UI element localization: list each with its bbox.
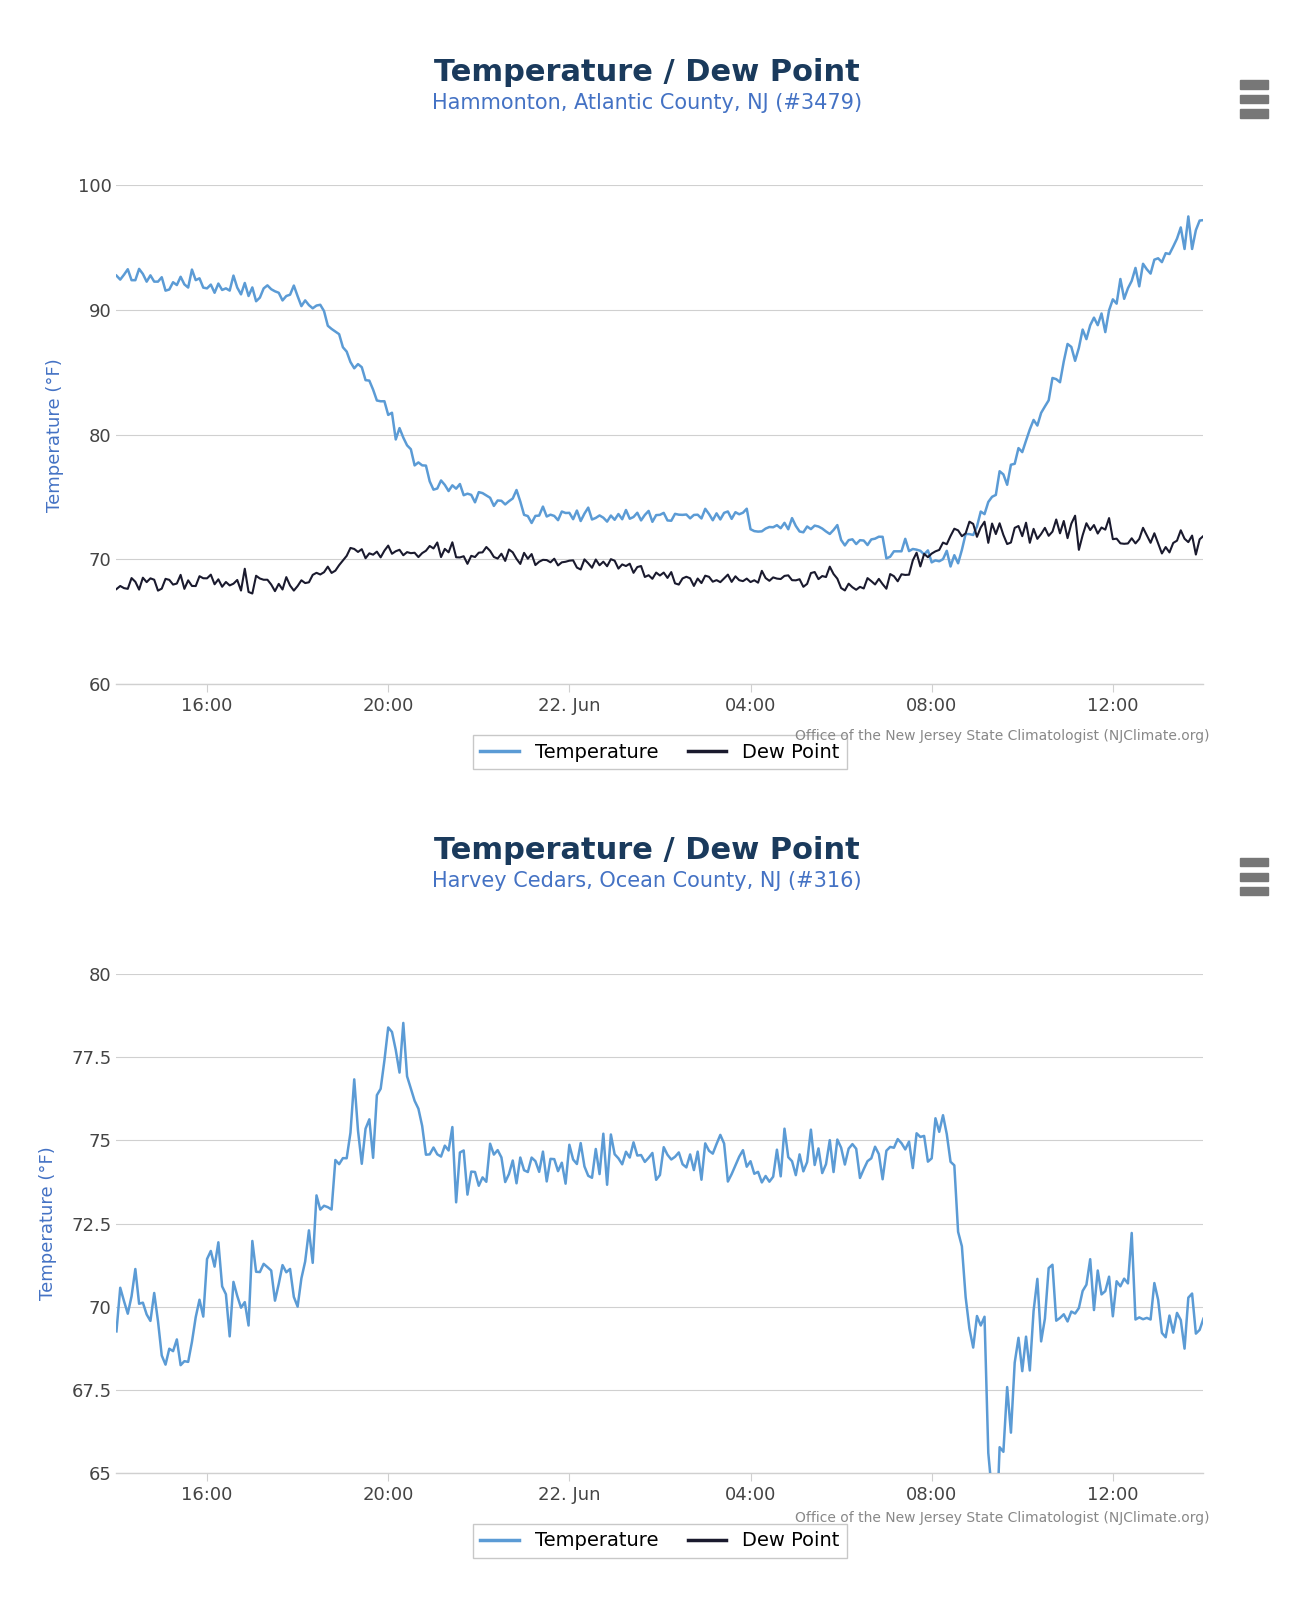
Legend: Temperature, Dew Point: Temperature, Dew Point	[472, 1523, 848, 1558]
Legend: Temperature, Dew Point: Temperature, Dew Point	[472, 734, 848, 770]
Y-axis label: Temperature (°F): Temperature (°F)	[39, 1146, 57, 1301]
Text: Office of the New Jersey State Climatologist (NJClimate.org): Office of the New Jersey State Climatolo…	[796, 729, 1210, 742]
Text: Temperature / Dew Point: Temperature / Dew Point	[433, 836, 861, 865]
Text: Office of the New Jersey State Climatologist (NJClimate.org): Office of the New Jersey State Climatolo…	[796, 1512, 1210, 1525]
Text: Harvey Cedars, Ocean County, NJ (#316): Harvey Cedars, Ocean County, NJ (#316)	[432, 871, 862, 890]
Text: Temperature / Dew Point: Temperature / Dew Point	[433, 58, 861, 87]
Text: Hammonton, Atlantic County, NJ (#3479): Hammonton, Atlantic County, NJ (#3479)	[432, 93, 862, 113]
Y-axis label: Temperature (°F): Temperature (°F)	[45, 357, 63, 512]
